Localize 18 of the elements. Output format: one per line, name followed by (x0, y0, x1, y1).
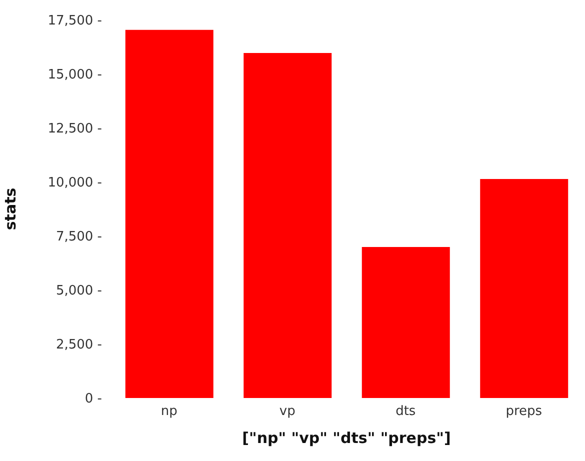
bar (362, 247, 450, 398)
y-tick-label: 7,500 - (56, 230, 102, 245)
x-tick-label: vp (279, 404, 296, 420)
bar (125, 30, 214, 398)
x-tick-label: dts (396, 404, 416, 420)
y-tick-label: 2,500 - (56, 338, 102, 353)
y-axis-title: stats (1, 188, 20, 230)
x-tick-label: preps (506, 404, 542, 420)
x-tick-label: np (160, 404, 178, 420)
x-axis-title: ["np" "vp" "dts" "preps"] (242, 429, 451, 447)
y-tick-label: 12,500 - (48, 122, 102, 137)
bar (244, 53, 332, 398)
y-tick-label: 5,000 - (56, 284, 102, 299)
y-tick-label: 17,500 - (48, 14, 102, 29)
y-tick-label: 15,000 - (48, 68, 102, 83)
y-tick-label: 10,000 - (48, 176, 102, 191)
bar (480, 178, 568, 398)
y-tick-label: 0 - (84, 392, 102, 407)
